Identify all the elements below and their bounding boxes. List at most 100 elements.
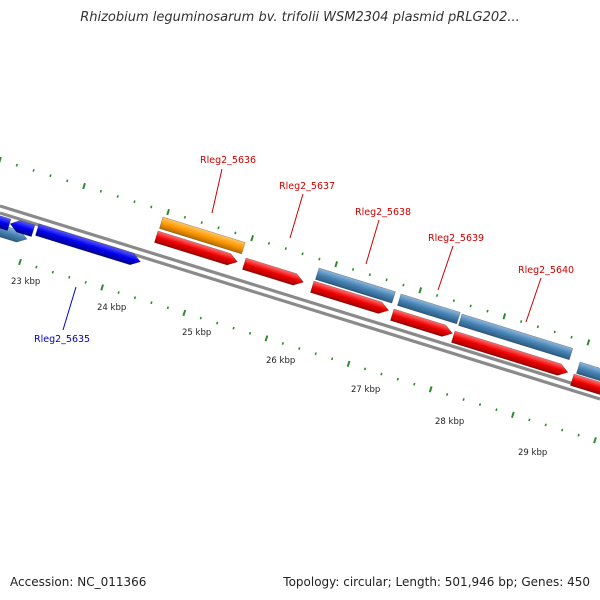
outer-tick <box>334 261 339 268</box>
gene-label: Rleg2_5638 <box>355 207 411 218</box>
inner-tick <box>428 386 433 393</box>
scale-label: 25 kbp <box>182 328 211 338</box>
inner-tick <box>182 309 187 317</box>
map-title: Rhizobium leguminosarum bv. trifolii WSM… <box>80 10 520 25</box>
inner-tick-ring <box>18 258 597 444</box>
inner-tick <box>331 357 334 361</box>
gene-track <box>0 211 600 395</box>
inner-tick <box>248 331 252 335</box>
scale-label: 23 kbp <box>11 277 40 287</box>
outer-tick <box>200 221 203 224</box>
scale-label: 27 kbp <box>351 385 380 395</box>
outer-tick <box>486 309 489 313</box>
inner-tick <box>528 418 531 422</box>
gene-arrow <box>9 220 36 237</box>
inner-tick <box>117 291 120 294</box>
gene-label: Rleg2_5635 <box>34 334 90 345</box>
outer-tick <box>15 163 18 167</box>
gene-arrow <box>0 211 28 243</box>
inner-tick <box>413 382 416 386</box>
inner-tick <box>150 301 153 305</box>
outer-tick <box>250 235 255 242</box>
outer-tick <box>452 299 456 303</box>
outer-tick <box>217 226 220 230</box>
outer-tick <box>385 278 388 282</box>
gene-label-leader <box>62 286 77 331</box>
inner-tick <box>462 398 465 401</box>
outer-tick <box>284 247 287 251</box>
gene-arrow <box>315 267 396 304</box>
gene-arrow <box>390 308 453 337</box>
inner-tick <box>264 335 269 342</box>
inner-tick <box>363 367 367 371</box>
gene-arrow <box>242 257 304 286</box>
inner-tick <box>561 428 564 432</box>
outer-tick <box>519 320 523 323</box>
outer-tick <box>402 283 405 287</box>
gene-label: Rleg2_5636 <box>200 155 256 166</box>
gene-label: Rleg2_5637 <box>279 181 335 192</box>
outer-tick <box>99 189 102 193</box>
outer-tick <box>166 208 170 216</box>
outer-tick <box>133 200 136 204</box>
gene-arrow <box>310 280 390 314</box>
inner-tick <box>593 437 597 444</box>
topology-summary: Topology: circular; Length: 501,946 bp; … <box>283 575 590 589</box>
outer-tick <box>469 304 472 308</box>
outer-tick <box>116 195 119 198</box>
label-leaders <box>62 168 542 331</box>
outer-tick <box>553 330 556 334</box>
gene-label: Rleg2_5639 <box>428 233 484 244</box>
inner-tick <box>298 347 301 351</box>
outer-tick <box>570 335 573 339</box>
inner-tick <box>346 360 351 368</box>
inner-tick <box>511 411 515 418</box>
outer-tick <box>435 294 439 297</box>
inner-tick <box>544 423 547 427</box>
gene-label-leader <box>365 219 380 265</box>
outer-tick <box>49 174 52 178</box>
backbone-line <box>0 204 600 394</box>
inner-tick <box>199 316 202 320</box>
inner-tick <box>314 352 317 356</box>
outer-tick <box>586 339 591 346</box>
outer-tick <box>183 215 187 219</box>
outer-tick <box>267 241 271 245</box>
outer-tick <box>234 231 237 235</box>
gene-arrow <box>451 330 569 376</box>
scale-label: 24 kbp <box>97 303 126 313</box>
gene-arrow <box>159 216 246 255</box>
outer-tick <box>318 257 321 261</box>
gene-arrow <box>397 293 461 325</box>
inner-tick <box>446 392 449 396</box>
inner-tick <box>396 377 399 381</box>
gene-arrow <box>458 313 574 361</box>
inner-tick <box>166 306 169 310</box>
scale-label: 26 kbp <box>266 356 295 366</box>
inner-tick <box>478 403 482 407</box>
inner-tick <box>84 280 87 284</box>
inner-tick <box>216 321 219 325</box>
gene-label-leader <box>525 277 542 323</box>
outer-tick-ring <box>0 156 591 346</box>
inner-tick <box>577 433 580 437</box>
gene-label-leader <box>437 245 454 291</box>
inner-tick <box>281 342 284 345</box>
inner-tick <box>100 284 104 291</box>
gene-arrow <box>0 214 12 231</box>
outer-tick <box>351 268 355 271</box>
scale-label: 28 kbp <box>435 417 464 427</box>
label-layer: 23 kbp 24 kbp 25 kbp 26 kbp 27 kbp 28 kbp 29 k… <box>11 155 574 458</box>
inner-tick <box>68 275 71 279</box>
inner-tick <box>495 408 498 412</box>
outer-tick <box>502 313 507 320</box>
inner-tick <box>232 326 235 330</box>
outer-tick <box>0 156 2 164</box>
gene-arrow <box>576 361 600 386</box>
accession-text: Accession: NC_011366 <box>10 575 147 589</box>
outer-tick <box>66 179 69 183</box>
genome-backbone <box>0 204 600 401</box>
outer-tick <box>150 205 153 209</box>
outer-tick <box>536 325 540 329</box>
